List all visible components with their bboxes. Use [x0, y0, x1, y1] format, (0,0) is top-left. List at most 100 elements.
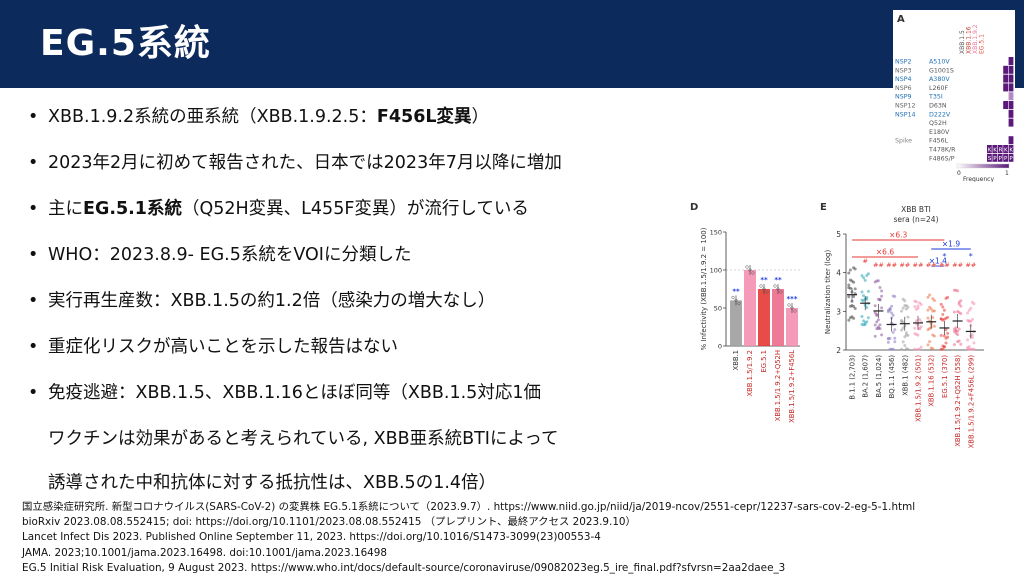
- data-point: [751, 271, 755, 275]
- residue-letter: K: [1004, 147, 1008, 153]
- data-point: [880, 306, 884, 310]
- data-point: [956, 289, 960, 293]
- data-point: [878, 297, 882, 301]
- significance-mark: ##: [913, 261, 924, 269]
- data-point: [866, 289, 870, 293]
- data-point: [952, 343, 956, 347]
- data-point: [878, 327, 882, 331]
- data-point: [866, 272, 870, 276]
- x-tick-label: EG.5.1: [760, 350, 768, 373]
- data-point: [918, 301, 922, 305]
- chart-subtitle: sera (n=24): [893, 215, 938, 224]
- reference-line[interactable]: Lancet Infect Dis 2023. Published Online…: [22, 531, 601, 544]
- data-point: [900, 309, 904, 313]
- data-point: [931, 347, 935, 351]
- gene-label: NSP6: [895, 85, 912, 92]
- bullet-text: 実行再生産数：XBB.1.5の約1.2倍（感染力の増大なし）: [48, 291, 496, 311]
- data-point: [941, 347, 945, 351]
- data-point: [793, 309, 797, 313]
- x-tick-label: XBB.1.16 (532): [928, 355, 936, 407]
- data-point: [928, 340, 932, 344]
- reference-line[interactable]: 国立感染症研究所. 新型コロナウイルス(SARS-CoV-2) の変異株 EG.…: [22, 501, 916, 513]
- frequency-cell: [1003, 74, 1008, 83]
- residue-letter: K: [1009, 147, 1013, 153]
- lineage-header: XBB.1.16: [966, 26, 973, 54]
- data-point: [914, 300, 918, 304]
- data-point: [941, 305, 945, 309]
- bullet-item: • 免疫逃避：XBB.1.5、XBB.1.16とほぼ同等（XBB.1.5対応1価: [28, 383, 541, 403]
- data-point: [942, 308, 946, 312]
- frequency-cell: [1003, 101, 1008, 109]
- x-tick-label: XBB.1 (482): [901, 355, 909, 396]
- data-point: [888, 336, 892, 340]
- frequency-cell: [997, 145, 1003, 153]
- data-point: [972, 341, 976, 345]
- scale-label: Frequency: [963, 176, 994, 182]
- reference-line[interactable]: EG.5 Initial Risk Evaluation, 9 August 2…: [22, 561, 786, 574]
- data-point: [779, 290, 783, 294]
- data-point: [893, 328, 897, 332]
- data-point: [737, 301, 741, 305]
- mutation-label: T478K/R: [928, 147, 956, 154]
- y-tick-label: 2: [836, 346, 841, 355]
- frequency-cell: [1008, 83, 1014, 92]
- bullet-text: 重症化リスクが高いことを示した報告はない: [48, 337, 398, 357]
- bullet-item: • 実行再生産数：XBB.1.5の約1.2倍（感染力の増大なし）: [28, 291, 496, 311]
- frequency-cell: [1008, 101, 1014, 109]
- data-point: [942, 334, 946, 338]
- frequency-cell: [1008, 57, 1014, 65]
- data-point: [966, 347, 970, 351]
- bullet-text: XBB.1.9.2系統の亜系統（XBB.1.9.2.5：: [48, 107, 377, 127]
- fold-change-label: ×6.6: [876, 248, 894, 257]
- data-point: [890, 311, 894, 315]
- frequency-cell: [1008, 74, 1014, 83]
- frequency-cell: [1008, 109, 1014, 118]
- data-point: [926, 295, 930, 299]
- data-point: [847, 286, 851, 290]
- y-tick-label: 5: [836, 230, 841, 239]
- data-point: [959, 342, 963, 346]
- gene-label: NSP2: [895, 59, 912, 66]
- data-point: [847, 295, 851, 299]
- data-point: [926, 308, 930, 312]
- frequency-cell: [997, 153, 1003, 162]
- data-point: [941, 313, 945, 317]
- data-point: [959, 299, 963, 303]
- gene-label: NSP14: [895, 111, 916, 118]
- reference-line[interactable]: JAMA. 2023;10.1001/jama.2023.16498. doi:…: [22, 546, 388, 559]
- data-point: [787, 303, 791, 307]
- residue-letter: R: [999, 147, 1003, 153]
- bullet-item: • WHO：2023.8.9- EG.5系統をVOIに分類した: [28, 245, 412, 265]
- data-point: [773, 284, 777, 288]
- data-point: [946, 295, 950, 299]
- mutation-label: D63N: [929, 103, 947, 110]
- y-axis-label: % Infectivity (XBB.1.5/1.9.2 = 100): [700, 227, 708, 350]
- data-point: [944, 316, 948, 320]
- data-point: [904, 331, 908, 335]
- data-point: [852, 294, 856, 298]
- residue-letter: K: [993, 147, 997, 153]
- frequency-cell: [1003, 153, 1008, 162]
- data-point: [863, 278, 867, 282]
- data-point: [847, 271, 851, 275]
- bullet-item: • 2023年2月に初めて報告された、日本では2023年7月以降に増加: [28, 153, 562, 173]
- data-point: [862, 323, 866, 327]
- bullet-text: 主に: [48, 199, 83, 219]
- y-tick-label: 0: [718, 343, 722, 351]
- data-point: [790, 306, 794, 310]
- data-point: [918, 317, 922, 321]
- chart-title: XBB BTI: [901, 205, 931, 214]
- lineage-header: XBB.1.5: [959, 30, 966, 54]
- data-point: [957, 311, 961, 315]
- y-tick-label: 100: [710, 267, 722, 275]
- data-point: [853, 287, 857, 291]
- frequency-cell: [1008, 145, 1014, 153]
- data-point: [970, 333, 974, 337]
- x-tick-label: XBB.1.5/1.9.2+Q52H: [774, 350, 782, 421]
- data-point: [946, 331, 950, 335]
- data-point: [878, 323, 882, 327]
- reference-line[interactable]: bioRxiv 2023.08.08.552415; doi: https://…: [22, 516, 636, 529]
- data-point: [970, 347, 974, 351]
- frequency-cell: [987, 145, 992, 153]
- data-point: [900, 347, 904, 351]
